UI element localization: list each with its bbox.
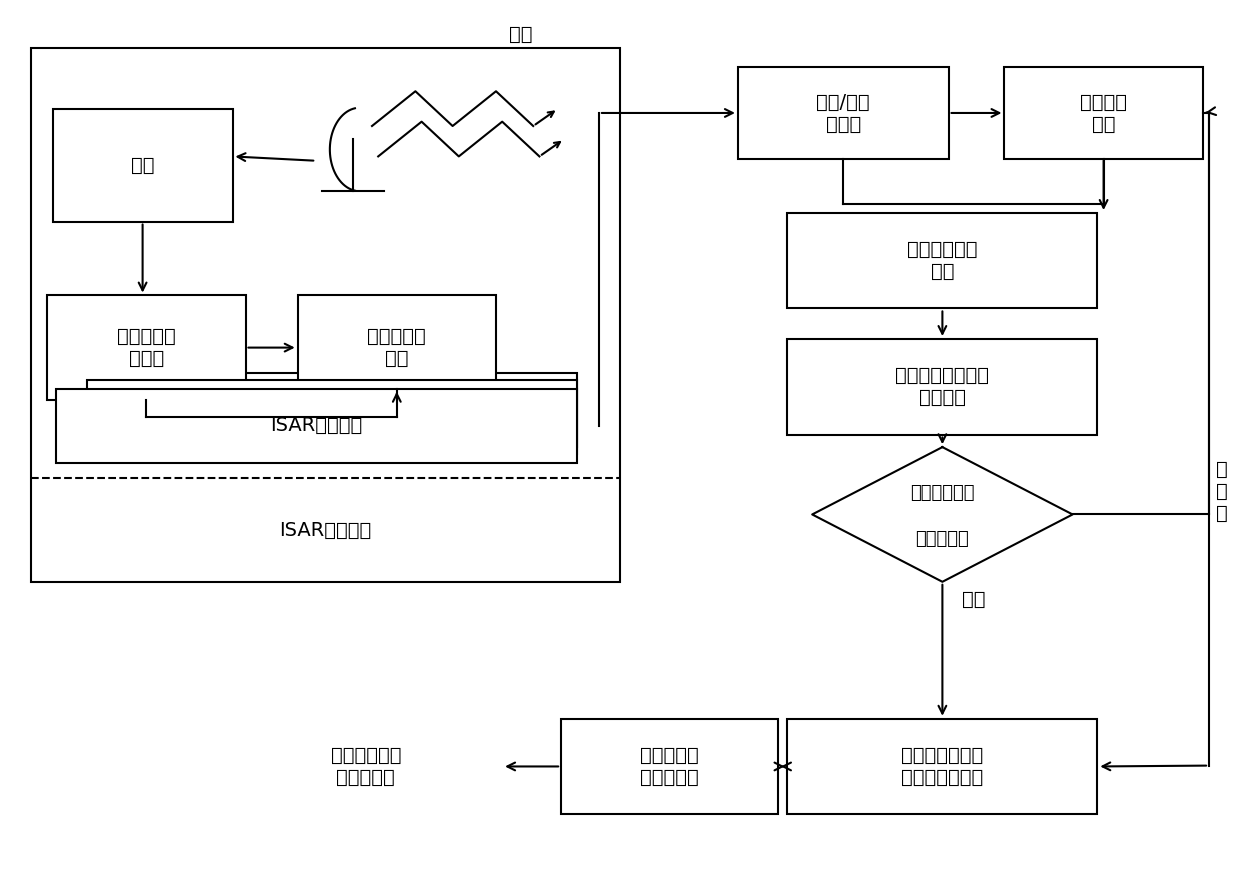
FancyBboxPatch shape	[1004, 68, 1203, 158]
Text: 距离/方位
向定标: 距离/方位 向定标	[816, 92, 870, 134]
Text: 提取散射
中心: 提取散射 中心	[1080, 92, 1127, 134]
Text: ISAR二维成像: ISAR二维成像	[279, 521, 372, 540]
FancyBboxPatch shape	[560, 719, 779, 814]
FancyBboxPatch shape	[787, 339, 1097, 434]
Text: 生成不完全的坐标
测量矩阵: 生成不完全的坐标 测量矩阵	[895, 366, 990, 408]
Text: 距离向脉冲
压缩: 距离向脉冲 压缩	[367, 327, 427, 368]
FancyBboxPatch shape	[87, 381, 577, 454]
Text: 不
满
足: 不 满 足	[1215, 460, 1228, 522]
FancyBboxPatch shape	[31, 48, 620, 582]
Text: 遮挡散射中
心坐标恢复: 遮挡散射中 心坐标恢复	[640, 746, 699, 787]
Text: 雷达: 雷达	[131, 156, 154, 175]
FancyBboxPatch shape	[112, 374, 577, 447]
FancyBboxPatch shape	[738, 68, 949, 158]
Text: 符合正交约束条
件的奇异值分解: 符合正交约束条 件的奇异值分解	[901, 746, 983, 787]
FancyBboxPatch shape	[56, 389, 577, 462]
FancyBboxPatch shape	[47, 295, 246, 400]
Text: 是否满足恢复: 是否满足恢复	[910, 484, 975, 501]
Text: 满足: 满足	[962, 590, 985, 609]
FancyBboxPatch shape	[787, 213, 1097, 308]
Text: 帧间散射中心
匹配: 帧间散射中心 匹配	[908, 240, 977, 282]
Text: 的充分条件: 的充分条件	[915, 530, 970, 547]
FancyBboxPatch shape	[53, 109, 233, 222]
Text: ISAR图像序列: ISAR图像序列	[270, 416, 362, 435]
Polygon shape	[812, 447, 1073, 582]
FancyBboxPatch shape	[298, 295, 496, 400]
Text: 目标: 目标	[510, 25, 532, 44]
FancyBboxPatch shape	[787, 719, 1097, 814]
Text: 方位向多普
勒处理: 方位向多普 勒处理	[117, 327, 176, 368]
Text: 目标的三维散
射中心坐标: 目标的三维散 射中心坐标	[331, 746, 401, 787]
